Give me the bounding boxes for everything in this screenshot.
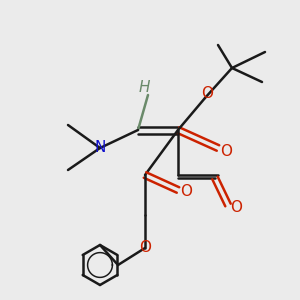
Text: H: H <box>138 80 150 94</box>
Text: O: O <box>180 184 192 200</box>
Text: O: O <box>220 145 232 160</box>
Text: N: N <box>94 140 106 155</box>
Text: O: O <box>139 241 151 256</box>
Text: O: O <box>230 200 242 214</box>
Text: O: O <box>201 85 213 100</box>
